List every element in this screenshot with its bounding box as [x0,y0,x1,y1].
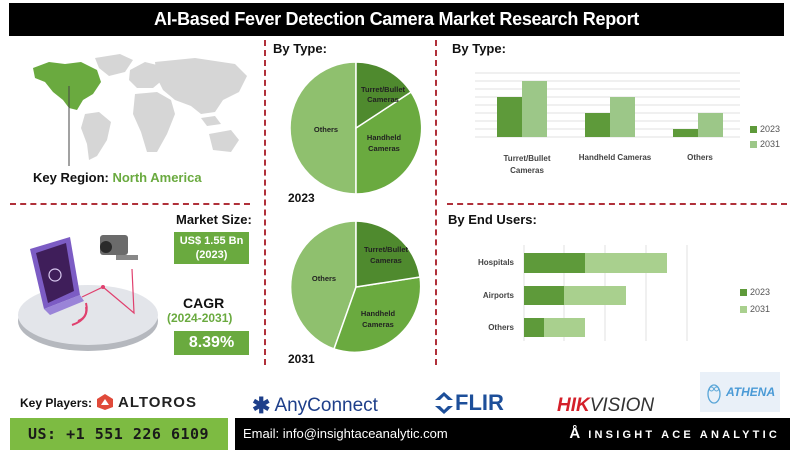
pie-2023-label-turret-2: Cameras [367,95,399,104]
world-map [33,54,247,166]
bar-axis-label-turret: Turret/Bullet Cameras [503,154,551,175]
altoros-icon [97,394,113,410]
cagr-label: CAGR [183,295,225,311]
key-region-value: North America [112,170,202,185]
divider-left-horizontal [10,203,250,205]
pie-2031-label-others: Others [312,274,336,283]
report-title: AI-Based Fever Detection Camera Market R… [9,3,784,36]
bar-legend: 2023 2031 [750,124,780,149]
logo-flir: FLIR [435,390,504,416]
market-size-label: Market Size: [176,212,252,227]
key-region: Key Region: North America [33,170,202,185]
pie-chart-2023: Others Turret/Bullet Cameras Handheld Ca… [289,61,423,195]
fever-camera-illustration [18,235,158,351]
hbar-legend: 2023 2031 [740,287,770,314]
market-size-year: (2023) [195,249,228,261]
email-link[interactable]: Email: info@insightaceanalytic.com [243,426,448,441]
flir-icon [435,392,453,414]
pie-2031-label-handheld-2: Cameras [362,320,394,329]
cagr-period: (2024-2031) [167,311,233,325]
footer-black-bar: Email: info@insightaceanalytic.com Å INSI… [235,418,790,450]
brand-name: Å INSIGHT ACE ANALYTIC [569,425,780,442]
logo-athena: ATHENA [700,372,780,412]
pie-2023-label-handheld-2: Cameras [368,144,400,153]
legend-swatch-2023 [750,125,757,133]
pie-section-title: By Type: [273,41,327,56]
bar-axis-label-handheld: Handheld Cameras [578,153,652,162]
pie-2031-label-handheld-1: Handheld [361,309,396,318]
hbar-label-others: Others [488,323,514,332]
market-size-box: US$ 1.55 Bn (2023) [174,232,249,264]
bar-axis-label-others: Others [687,153,713,162]
bar-section-title: By Type: [452,41,506,56]
hbar-label-hospitals: Hospitals [477,258,514,267]
pie-year-2023: 2023 [288,191,315,205]
asterisk-icon: ✱ [252,393,271,418]
pie-chart-2031: Others Turret/Bullet Cameras Handheld Ca… [289,220,422,354]
bar-chart-end-users [523,245,688,341]
cagr-value: 8.39% [174,331,249,355]
market-size-value: US$ 1.55 Bn [179,235,244,247]
pie-2031-label-turret-1: Turret/Bullet [364,245,409,254]
pie-2023-label-handheld-1: Handheld [367,133,402,142]
phone-bar: US: +1 551 226 6109 [10,418,228,450]
end-users-title: By End Users: [448,212,537,227]
bar-chart-by-type [475,72,740,138]
divider-right [435,40,437,365]
pie-year-2031: 2031 [288,352,315,366]
logo-anyconnect: ✱ AnyConnect [252,393,378,418]
key-region-label: Key Region: [33,170,109,185]
logo-altoros: ALTOROS [96,393,197,411]
key-players-label: Key Players: [20,396,93,410]
pie-2031-label-turret-2: Cameras [370,256,402,265]
divider-left [264,40,266,365]
hbar-label-airports: Airports [482,291,514,300]
pie-2023-label-others: Others [314,125,338,134]
divider-right-horizontal [447,203,787,205]
owl-icon [707,384,721,404]
insight-ace-logo-icon: Å [569,425,581,442]
logo-hikvision: HIKVISION [557,395,655,416]
legend-swatch-2031 [750,140,757,148]
pie-2023-label-turret-1: Turret/Bullet [361,85,406,94]
